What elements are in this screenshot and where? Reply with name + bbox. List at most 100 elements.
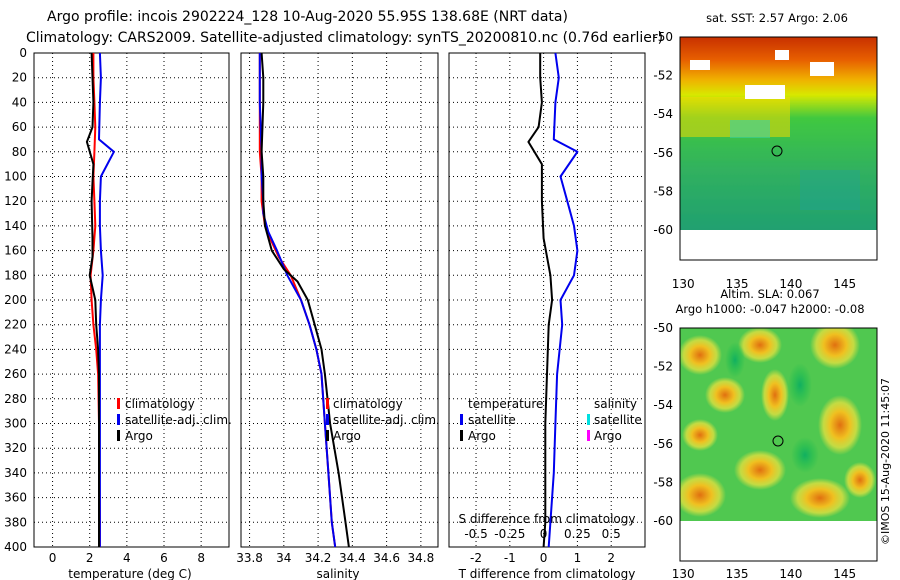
x-tick-label: 2 bbox=[86, 551, 94, 565]
legend-label-s-satellite: satellite bbox=[594, 413, 642, 427]
depth-tick-label: 80 bbox=[12, 145, 27, 159]
x-tick-label: 34.6 bbox=[373, 551, 400, 565]
depth-tick-labels: 0 20 40 60 80 100 120 140 160 180 200 220 240 260 280 3… bbox=[4, 46, 27, 554]
sla-map-frame bbox=[679, 327, 878, 562]
depth-tick-label: 200 bbox=[4, 293, 27, 307]
x-tick-label: 4 bbox=[123, 551, 131, 565]
legend-swatch-s-satellite bbox=[587, 414, 590, 425]
s-tick-label: 0.5 bbox=[602, 527, 621, 541]
legend-swatch-argo bbox=[117, 430, 120, 441]
title-line-2: Climatology: CARS2009. Satellite-adjuste… bbox=[26, 30, 663, 46]
lat-tick-label: -56 bbox=[653, 146, 673, 160]
temperature-panel: 0204060801001201401601802002202402602803… bbox=[4, 46, 232, 580]
legend-title-salinity: salinity bbox=[594, 397, 637, 411]
temperature-tick-labels: 0 2 4 6 8 bbox=[49, 551, 205, 565]
temperature-legend: climatology satellite-adj. clim. Argo bbox=[117, 397, 232, 443]
x-tick-label: 0 bbox=[540, 551, 548, 565]
depth-tick-label: 0 bbox=[19, 46, 27, 60]
lon-tick-label: 145 bbox=[833, 277, 856, 291]
salinity-legend: climatology satellite-adj. clim. Argo bbox=[326, 397, 440, 443]
depth-tick-label: 380 bbox=[4, 515, 27, 529]
salinity-tick-labels: 33.8 34 34.2 34.4 34.6 34.8 bbox=[236, 551, 434, 565]
legend-label-argo: Argo bbox=[333, 429, 361, 443]
lat-tick-label: -60 bbox=[653, 223, 673, 237]
legend-label-climatology: climatology bbox=[333, 397, 403, 411]
title-line-1: Argo profile: incois 2902224_128 10-Aug-… bbox=[47, 9, 568, 25]
legend-swatch-s-argo bbox=[587, 430, 590, 441]
s-difference-axis-label: S difference from climatology bbox=[459, 512, 636, 526]
sla-lat-tick-labels: -50 -52 -54 -56 -58 -60 bbox=[653, 321, 673, 528]
sla-map: Altim. SLA: 0.067 Argo h1000: -0.047 h20… bbox=[653, 287, 878, 580]
sla-lon-tick-labels: 130 135 140 145 bbox=[672, 567, 856, 580]
salinity-axis-label: salinity bbox=[316, 567, 359, 580]
difference-plot-frame bbox=[448, 52, 646, 548]
series-line-temperature-argo bbox=[527, 53, 554, 548]
x-tick-label: -2 bbox=[470, 551, 482, 565]
difference-series bbox=[527, 52, 579, 548]
depth-tick-label: 100 bbox=[4, 170, 27, 184]
depth-tick-label: 40 bbox=[12, 95, 27, 109]
argo-float-marker bbox=[772, 435, 784, 447]
depth-tick-label: 400 bbox=[4, 540, 27, 554]
depth-tick-label: 360 bbox=[4, 491, 27, 505]
sst-map-frame bbox=[679, 36, 878, 261]
legend-swatch-argo bbox=[326, 430, 329, 441]
sst-map-title: sat. SST: 2.57 Argo: 2.06 bbox=[706, 11, 848, 25]
x-tick-label: 6 bbox=[160, 551, 168, 565]
lat-tick-label: -60 bbox=[653, 514, 673, 528]
legend-label-t-satellite: satellite bbox=[468, 413, 516, 427]
lon-tick-label: 140 bbox=[779, 277, 802, 291]
legend-swatch-t-argo bbox=[460, 430, 463, 441]
series-line-temperature-satellite bbox=[547, 52, 579, 548]
legend-label-climatology: climatology bbox=[125, 397, 195, 411]
depth-tick-label: 300 bbox=[4, 417, 27, 431]
difference-panel: -2 -1 0 1 2 -0.5 -0.25 0 0.25 0.5 S difference f… bbox=[448, 52, 646, 580]
sla-image bbox=[680, 328, 877, 521]
lat-tick-label: -58 bbox=[653, 184, 673, 198]
s-tick-label: -0.5 bbox=[464, 527, 487, 541]
depth-tick-label: 20 bbox=[12, 71, 27, 85]
depth-tick-label: 320 bbox=[4, 441, 27, 455]
sst-image bbox=[680, 37, 877, 230]
lon-tick-label: 145 bbox=[833, 567, 856, 580]
lat-tick-label: -50 bbox=[653, 30, 673, 44]
legend-label-s-argo: Argo bbox=[594, 429, 622, 443]
s-tick-label: 0.25 bbox=[564, 527, 591, 541]
temperature-grid bbox=[34, 52, 229, 548]
sla-map-title-2: Argo h1000: -0.047 h2000: -0.08 bbox=[675, 302, 864, 316]
sst-lon-tick-labels: 130 135 140 145 bbox=[672, 277, 856, 291]
depth-tick-label: 180 bbox=[4, 268, 27, 282]
x-tick-label: 1 bbox=[574, 551, 582, 565]
lon-tick-label: 130 bbox=[672, 277, 695, 291]
t-difference-tick-labels: -2 -1 0 1 2 bbox=[470, 551, 615, 565]
temperature-series bbox=[85, 52, 115, 547]
lat-tick-label: -56 bbox=[653, 437, 673, 451]
depth-tick-label: 140 bbox=[4, 219, 27, 233]
temperature-plot-frame bbox=[33, 52, 230, 548]
legend-swatch-t-satellite bbox=[460, 414, 463, 425]
lon-tick-label: 140 bbox=[779, 567, 802, 580]
sst-lat-tick-labels: -50 -52 -54 -56 -58 -60 bbox=[653, 30, 673, 237]
series-line-argo bbox=[85, 52, 100, 547]
lat-tick-label: -54 bbox=[653, 107, 673, 121]
argo-float-marker bbox=[771, 145, 783, 157]
legend-swatch-climatology bbox=[326, 398, 329, 409]
lat-tick-label: -54 bbox=[653, 398, 673, 412]
depth-tick-label: 60 bbox=[12, 120, 27, 134]
depth-tick-label: 340 bbox=[4, 466, 27, 480]
legend-swatch-satellite bbox=[326, 414, 329, 425]
lat-tick-label: -58 bbox=[653, 475, 673, 489]
lat-tick-label: -50 bbox=[653, 321, 673, 335]
sla-map-title-1: Altim. SLA: 0.067 bbox=[720, 287, 819, 301]
x-tick-label: 34.4 bbox=[339, 551, 366, 565]
s-tick-label: -0.25 bbox=[494, 527, 525, 541]
t-difference-axis-label: T difference from climatology bbox=[458, 567, 636, 580]
x-tick-label: -1 bbox=[504, 551, 516, 565]
salinity-grid bbox=[241, 52, 438, 548]
depth-tick-label: 220 bbox=[4, 318, 27, 332]
x-tick-label: 34.2 bbox=[305, 551, 332, 565]
x-tick-label: 34.8 bbox=[408, 551, 435, 565]
lat-tick-label: -52 bbox=[653, 69, 673, 83]
x-tick-label: 34 bbox=[276, 551, 291, 565]
sst-map: sat. SST: 2.57 Argo: 2.06 -50-52-54-56-5… bbox=[653, 11, 878, 291]
